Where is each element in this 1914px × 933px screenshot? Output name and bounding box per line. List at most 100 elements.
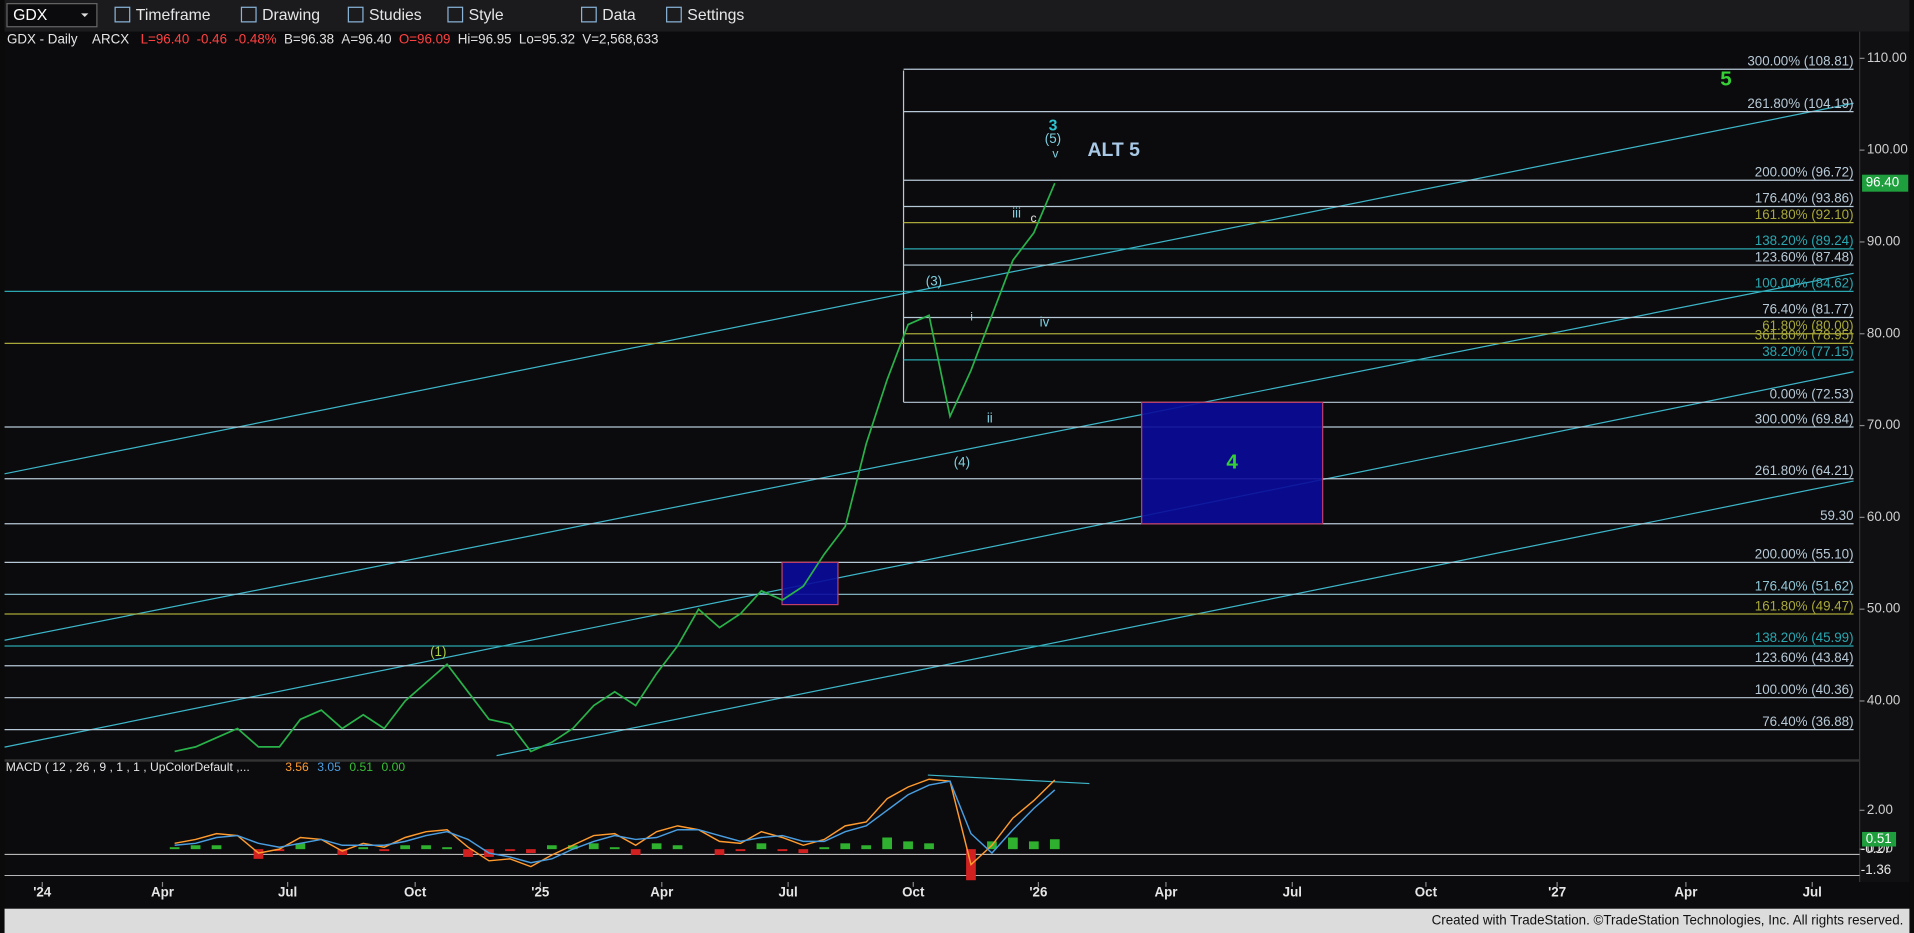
- fib-level-label: 0.00% (72.53): [1770, 387, 1854, 402]
- fib-level-label: 138.20% (89.24): [1755, 233, 1854, 248]
- toolbar-icon[interactable]: [666, 6, 682, 23]
- info-title: GDX - Daily: [7, 32, 78, 47]
- symbol-box[interactable]: [6, 3, 98, 28]
- macd-histogram-bar: [819, 847, 830, 850]
- fib-level-label: 361.80% (78.95): [1755, 328, 1854, 343]
- y-tick-label: 80.00: [1867, 325, 1900, 340]
- fib-level-label: 300.00% (69.84): [1755, 411, 1854, 426]
- macd-histogram-bar: [253, 849, 264, 859]
- last-price-tag: [1862, 174, 1909, 192]
- y-tick-label: 50.00: [1867, 601, 1900, 616]
- wave-label: (1): [430, 644, 446, 659]
- toolbar-icon[interactable]: [240, 6, 257, 23]
- fib-level-label: 261.80% (64.21): [1755, 463, 1854, 478]
- macd-histogram-bar: [358, 847, 369, 850]
- y-tick-label: 60.00: [1867, 509, 1900, 524]
- toolbar: [4, 0, 1910, 32]
- info-quote: -0.46: [197, 32, 227, 47]
- fib-level-label: 38.20% (77.15): [1762, 344, 1853, 359]
- macd-histogram-bar: [672, 845, 683, 850]
- time-label: Jul: [1803, 884, 1822, 899]
- macd-readout: 3.05: [317, 760, 341, 774]
- toolbar-icon[interactable]: [581, 6, 597, 23]
- toolbar-item[interactable]: Drawing: [262, 7, 320, 24]
- symbol[interactable]: GDX: [13, 7, 48, 24]
- macd-histogram-bar: [442, 847, 452, 850]
- macd-histogram-bar: [735, 849, 746, 852]
- macd-histogram-bar: [505, 849, 515, 852]
- fib-level-label: 161.80% (92.10): [1755, 207, 1854, 222]
- channel-lines: [4, 70, 1854, 785]
- channel-line: [496, 480, 1854, 757]
- info-quote: B=96.38: [284, 32, 334, 47]
- fib-level-label: 123.60% (87.48): [1755, 249, 1854, 264]
- macd-histogram-bar: [882, 837, 893, 850]
- macd-histogram-bar: [588, 843, 599, 850]
- macd-histogram-bar: [546, 845, 557, 850]
- toolbar-item[interactable]: Studies: [369, 7, 422, 24]
- macd-histogram-bar: [651, 843, 662, 850]
- macd-histogram-bar: [630, 849, 641, 855]
- y-tick-label: 90.00: [1867, 233, 1900, 248]
- y-tick-label: 100.00: [1867, 142, 1908, 157]
- macd-line: [174, 780, 1056, 864]
- time-label: Jul: [278, 884, 297, 899]
- toolbar-item[interactable]: Style: [469, 7, 504, 24]
- macd-readout: 0.00: [382, 760, 406, 774]
- macd-histogram-bar: [861, 845, 872, 850]
- divergence-line: [927, 774, 1090, 785]
- panel-divider: [4, 759, 1861, 762]
- info-quote: L=96.40: [141, 32, 190, 47]
- macd-histogram-bar: [169, 847, 180, 850]
- y-tick-label: 110.00: [1867, 50, 1907, 65]
- wave-label: (5): [1045, 131, 1061, 146]
- fib-level-label: 200.00% (96.72): [1755, 164, 1854, 179]
- time-label: Jul: [1283, 884, 1302, 899]
- time-label: Oct: [1415, 884, 1438, 899]
- wave-label: (4): [954, 454, 970, 469]
- time-label: Apr: [650, 884, 673, 899]
- macd-histogram-bar: [756, 843, 767, 850]
- macd-histogram-bar: [924, 843, 934, 850]
- fib-level-label: 138.20% (45.99): [1755, 630, 1854, 645]
- info-quote: -0.48%: [234, 32, 276, 47]
- channel-line: [4, 272, 1854, 641]
- macd-histogram-bar: [1008, 837, 1018, 850]
- macd-histogram-bar: [840, 843, 851, 850]
- channel-line: [4, 371, 1854, 748]
- info-exchange: ARCX: [92, 32, 129, 47]
- wave-label: v: [1052, 146, 1059, 160]
- wave-label: 5: [1720, 68, 1731, 91]
- fib-level-label: 123.60% (43.84): [1755, 650, 1854, 665]
- toolbar-icon[interactable]: [447, 6, 464, 23]
- time-label: Apr: [151, 884, 174, 899]
- macd-histogram-bar: [777, 849, 788, 852]
- toolbar-item[interactable]: Timeframe: [136, 7, 211, 24]
- fib-level-label: 200.00% (55.10): [1755, 547, 1854, 562]
- fib-level-label: 100.00% (40.36): [1755, 682, 1854, 697]
- macd-histogram-bar: [526, 849, 536, 854]
- fib-level-label: 176.40% (93.86): [1755, 191, 1854, 206]
- fib-level-label: 59.30: [1820, 508, 1853, 523]
- macd-histogram-bar: [211, 845, 222, 850]
- fib-level-label: 61.80% (80.00): [1762, 318, 1853, 333]
- toolbar-icon[interactable]: [114, 6, 131, 23]
- wave-label: c: [1031, 211, 1037, 225]
- macd-histogram-bar: [463, 849, 473, 857]
- fib-level-label: 76.40% (81.77): [1762, 302, 1853, 317]
- toolbar-icon[interactable]: [347, 6, 364, 23]
- macd-histogram-bar: [295, 843, 306, 850]
- fib-level-label: 76.40% (36.88): [1762, 714, 1853, 729]
- info-quote: A=96.40: [341, 32, 391, 47]
- toolbar-item[interactable]: Settings: [687, 7, 744, 24]
- footer-bar: [4, 908, 1910, 933]
- macd-histogram-bar: [274, 849, 285, 852]
- macd-histogram-bar: [903, 841, 913, 850]
- wave-label: ii: [987, 411, 993, 426]
- macd-title: MACD ( 12 , 26 , 9 , 1 , 1 , UpColorDefa…: [6, 760, 250, 774]
- toolbar-item[interactable]: Data: [602, 7, 636, 24]
- time-label: '26: [1029, 884, 1047, 899]
- macd-histogram-bar: [337, 849, 348, 855]
- zone: [781, 561, 839, 606]
